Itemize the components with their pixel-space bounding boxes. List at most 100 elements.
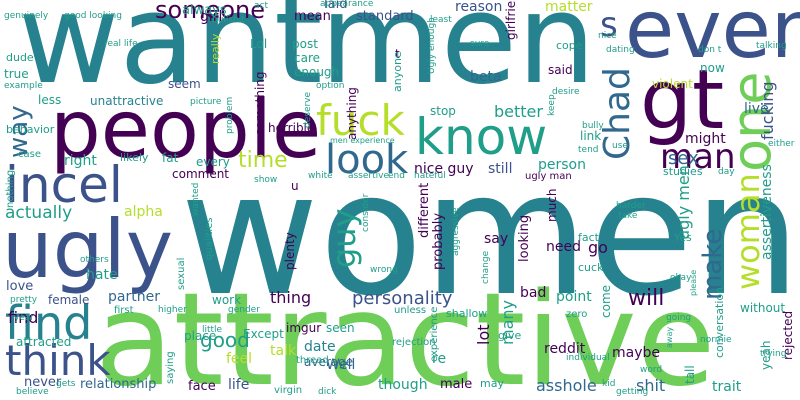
cloud-word: probably [431,212,446,270]
cloud-word: beta [470,69,502,85]
cloud-word: time [238,148,288,173]
cloud-word: cuck [578,261,604,274]
cloud-word: either [768,139,795,149]
cloud-word: individual [566,353,610,363]
cloud-word: lot [474,324,493,345]
cloud-word: man [660,137,736,177]
cloud-word: s [600,5,618,45]
cloud-word: others [80,255,109,265]
cloud-word: virgin [274,385,303,396]
cloud-word: gt [640,53,725,148]
cloud-word: bad [520,285,547,301]
cloud-word: higher [158,305,187,315]
cloud-word: now [700,61,725,75]
cloud-word: day [718,167,735,177]
cloud-word: hateful [414,171,446,181]
cloud-word: example [4,81,43,91]
cloud-word: love [6,279,34,294]
cloud-word: matter [545,0,593,15]
cloud-word: nice [598,31,617,41]
cloud-word: studies [663,165,703,178]
cloud-word: experience [429,306,440,362]
cloud-word: dating [606,45,635,55]
cloud-word: conversation [713,286,726,358]
cloud-word: normie [700,335,732,345]
cloud-word: rejection [392,337,436,348]
cloud-word: anything [345,87,359,140]
cloud-word: please [689,269,698,296]
cloud-word: say [484,231,509,247]
cloud-word: gender [228,305,260,315]
cloud-word: need [546,239,581,255]
cloud-word: point [556,289,592,305]
cloud-word: away [665,326,674,348]
cloud-word: appearance [320,0,374,9]
cloud-word: stop [430,104,456,118]
cloud-word: place [184,329,217,343]
cloud-word: violent [652,77,693,91]
cloud-word: t [395,47,400,61]
cloud-word: come [599,284,613,318]
cloud-word: desire [552,87,580,97]
cloud-word: shallow [446,307,488,320]
cloud-word: dick [318,387,337,397]
cloud-word: keep [547,94,557,116]
cloud-word: zero [566,309,588,320]
cloud-word: trying [760,349,787,359]
cloud-word: believe [16,387,49,397]
cloud-word: really [209,33,222,64]
cloud-word: good [200,328,250,352]
cloud-word: use [612,141,628,151]
cloud-word: gets [56,379,76,389]
cloud-word: less [38,93,62,107]
cloud-word: going [666,313,692,323]
cloud-word: getting [616,387,649,397]
cloud-word: aggressive [451,207,461,256]
cloud-word: year [14,313,35,323]
cloud-word: option [316,81,345,91]
cloud-word: pretty [10,295,38,305]
cloud-word: least [430,15,452,25]
cloud-word: different [417,182,432,238]
cloud-word: cope [556,39,583,52]
cloud-word: girlfriend [504,0,518,40]
cloud-word: without [740,301,786,315]
cloud-word: though [378,377,428,393]
cloud-word: little [202,325,223,335]
cloud-word: case [18,149,41,160]
cloud-word: saying [165,351,176,384]
cloud-word: much [545,188,559,223]
cloud-word: imgur [286,321,322,335]
cloud-word: thread [296,355,329,366]
cloud-word: think [5,336,111,385]
cloud-word: know [415,108,548,166]
cloud-word: face [188,379,216,394]
cloud-word: attracted [16,335,72,349]
cloud-word: take [618,211,638,221]
cloud-word: looking [517,214,532,262]
cloud-word: girl [200,9,223,25]
cloud-word: link [580,129,602,143]
cloud-word: assertive [348,171,390,181]
cloud-word: change [481,250,491,284]
cloud-word: don t [698,45,722,55]
cloud-word: something [253,71,267,135]
cloud-word: show [254,175,278,185]
cloud-word: good looking [64,11,122,21]
cloud-word: true [4,67,29,81]
cloud-word: said [548,63,573,77]
cloud-word: men experience [330,136,395,145]
cloud-word: attractive [95,266,716,400]
cloud-word: seem [168,77,201,91]
cloud-word: every [196,155,230,169]
cloud-word: standard [356,9,414,24]
cloud-word: male [440,377,473,392]
cloud-word: u [291,179,299,193]
cloud-word: mean [294,9,331,24]
cloud-word: horrible [268,121,315,135]
cloud-word: maybe [612,345,661,361]
cloud-word: genuinely [4,11,49,21]
cloud-word: still [488,161,513,177]
cloud-word: real life [104,39,138,49]
